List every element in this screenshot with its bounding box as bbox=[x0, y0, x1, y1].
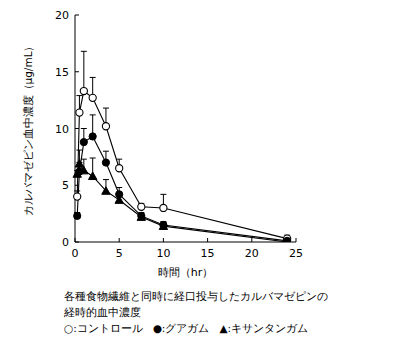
x-axis bbox=[75, 242, 296, 243]
error-cap bbox=[90, 77, 96, 78]
data-point bbox=[138, 203, 145, 210]
x-tick bbox=[75, 238, 76, 242]
series-line bbox=[77, 164, 287, 242]
y-tick-label: 0 bbox=[62, 236, 69, 249]
data-point bbox=[80, 139, 87, 146]
error-cap bbox=[90, 114, 96, 115]
data-point bbox=[138, 212, 145, 219]
data-point bbox=[75, 159, 83, 167]
data-point bbox=[116, 165, 123, 172]
x-tick bbox=[119, 238, 120, 242]
error-cap bbox=[74, 190, 80, 191]
x-tick-label: 25 bbox=[289, 247, 303, 260]
data-point bbox=[284, 237, 291, 242]
y-tick bbox=[75, 71, 79, 72]
data-point bbox=[88, 172, 96, 180]
y-axis-label: カルバマゼピン血中濃度（μg/mL） bbox=[22, 41, 34, 217]
error-cap bbox=[116, 187, 122, 188]
data-point bbox=[89, 133, 96, 140]
chart: 0 5 10 15 20 0 5 10 15 20 25 カルバマゼピン血中濃度（μg/mL） 時間（h… bbox=[0, 0, 400, 360]
data-point bbox=[283, 238, 291, 242]
data-point bbox=[74, 212, 81, 219]
data-point bbox=[74, 193, 81, 200]
legend-entry: ●:グアガム bbox=[153, 322, 210, 334]
data-point bbox=[160, 204, 167, 211]
data-point bbox=[115, 196, 123, 204]
plot-area bbox=[73, 51, 291, 242]
error-bar bbox=[81, 51, 87, 91]
x-tick-label: 15 bbox=[201, 247, 215, 260]
data-point bbox=[102, 123, 109, 130]
error-cap bbox=[81, 128, 87, 129]
series-line bbox=[77, 136, 287, 240]
background bbox=[0, 0, 400, 360]
data-point bbox=[89, 94, 96, 101]
y-tick-label: 15 bbox=[55, 66, 69, 79]
caption: 経時的血中濃度 bbox=[63, 306, 141, 318]
y-tick-label: 5 bbox=[62, 179, 69, 192]
y-tick bbox=[75, 15, 79, 16]
error-cap bbox=[76, 95, 82, 96]
x-tick bbox=[207, 238, 208, 242]
x-tick-label: 10 bbox=[156, 247, 170, 260]
data-point bbox=[80, 87, 87, 94]
error-cap bbox=[103, 151, 109, 152]
y-tick bbox=[75, 128, 79, 129]
data-point bbox=[102, 187, 110, 195]
data-point bbox=[80, 166, 88, 174]
data-point bbox=[159, 222, 167, 230]
error-stem bbox=[83, 51, 84, 91]
x-tick-label: 5 bbox=[116, 247, 123, 260]
x-axis-label: 時間（hr） bbox=[158, 266, 214, 279]
error-cap bbox=[90, 158, 96, 159]
x-tick bbox=[296, 238, 297, 242]
error-cap bbox=[160, 194, 166, 195]
data-point bbox=[76, 109, 83, 116]
legend-entry: ○:コントロール bbox=[64, 322, 143, 334]
error-cap bbox=[103, 179, 109, 180]
x-tick bbox=[251, 238, 252, 242]
series-line bbox=[77, 91, 287, 239]
data-point bbox=[102, 159, 109, 166]
y-tick-label: 10 bbox=[55, 123, 69, 136]
x-tick-label: 0 bbox=[72, 247, 79, 260]
x-tick-label: 20 bbox=[245, 247, 259, 260]
legend-entry: ▲:キサンタンガム bbox=[219, 322, 308, 334]
error-cap bbox=[81, 159, 87, 160]
x-tick bbox=[163, 238, 164, 242]
error-cap bbox=[116, 159, 122, 160]
error-cap bbox=[81, 51, 87, 52]
y-tick-label: 20 bbox=[55, 9, 69, 22]
y-tick bbox=[75, 242, 79, 243]
data-point bbox=[137, 213, 145, 221]
error-cap bbox=[103, 108, 109, 109]
caption: 各種食物繊維と同時に経口投与したカルバマゼピンの bbox=[64, 290, 328, 302]
data-point bbox=[160, 221, 167, 228]
error-cap bbox=[76, 150, 82, 151]
